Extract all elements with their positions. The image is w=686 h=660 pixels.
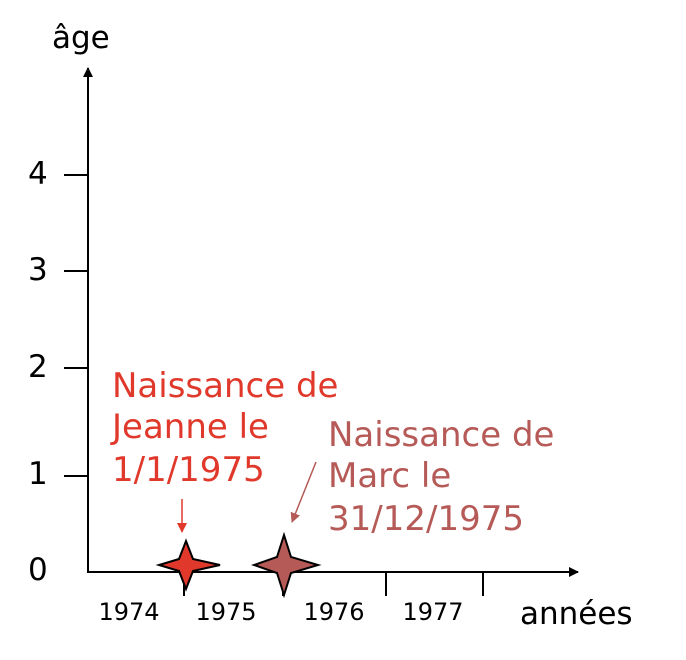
marc-annotation-line: Naissance de: [328, 415, 554, 455]
y-tick-label: 2: [28, 349, 48, 385]
jeanne-annotation: Naissance de Jeanne le 1/1/1975: [110, 366, 338, 533]
x-tick-label: 1977: [402, 598, 463, 626]
x-ticks: 1974 1975 1976 1977: [98, 572, 484, 626]
marc-annotation-line: 31/12/1975: [328, 499, 524, 539]
y-tick-label: 3: [28, 252, 48, 288]
jeanne-annotation-line: 1/1/1975: [112, 450, 265, 490]
marc-annotation: Naissance de Marc le 31/12/1975: [290, 415, 554, 539]
jeanne-birth-star-icon: [155, 538, 221, 592]
x-tick-label: 1974: [98, 598, 159, 626]
y-axis-label: âge: [52, 20, 110, 56]
y-tick-label: 1: [28, 456, 48, 492]
x-axis-label: années: [520, 596, 633, 632]
marc-birth-star-icon: [250, 531, 322, 599]
x-tick-label: 1975: [195, 598, 256, 626]
jeanne-annotation-line: Naissance de: [112, 366, 338, 406]
x-tick-label: 1976: [303, 598, 364, 626]
y-tick-label: 0: [28, 552, 48, 588]
y-ticks: 0 1 2 3 4: [28, 156, 88, 588]
jeanne-annotation-line: Jeanne le: [110, 407, 269, 447]
y-tick-label: 4: [28, 156, 48, 192]
marc-annotation-line: Marc le: [328, 456, 451, 496]
marc-arrow: [290, 461, 317, 523]
